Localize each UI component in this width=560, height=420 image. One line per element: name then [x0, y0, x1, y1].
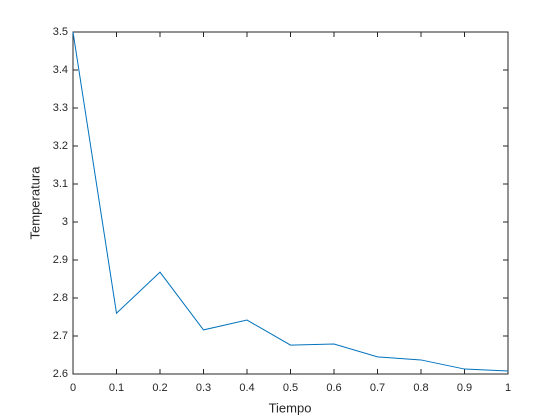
- x-tick-label: 1: [505, 382, 511, 394]
- x-tick-label: 0.1: [109, 382, 124, 394]
- y-tick-label: 3.4: [53, 64, 68, 76]
- y-tick-label: 2.7: [53, 330, 68, 342]
- x-tick-label: 0: [70, 382, 76, 394]
- x-tick-label: 0.4: [239, 382, 254, 394]
- x-tick-label: 0.7: [370, 382, 385, 394]
- x-tick-label: 0.9: [457, 382, 472, 394]
- data-line: [72, 31, 509, 372]
- y-tick-label: 2.8: [53, 292, 68, 304]
- y-tick-label: 3: [62, 216, 68, 228]
- x-axis-label: Tiempo: [269, 400, 312, 415]
- y-tick-label: 3.2: [53, 140, 68, 152]
- x-tick-label: 0.2: [152, 382, 167, 394]
- x-tick-label: 0.3: [196, 382, 211, 394]
- y-tick-label: 2.6: [53, 368, 68, 380]
- y-tick-label: 3.3: [53, 102, 68, 114]
- y-tick-label: 3.5: [53, 26, 68, 38]
- x-tick-label: 0.8: [413, 382, 428, 394]
- x-tick-label: 0.5: [283, 382, 298, 394]
- y-axis-label: Temperatura: [27, 166, 42, 240]
- x-tick-label: 0.6: [326, 382, 341, 394]
- y-tick-label: 3.1: [53, 178, 68, 190]
- y-tick-label: 2.9: [53, 254, 68, 266]
